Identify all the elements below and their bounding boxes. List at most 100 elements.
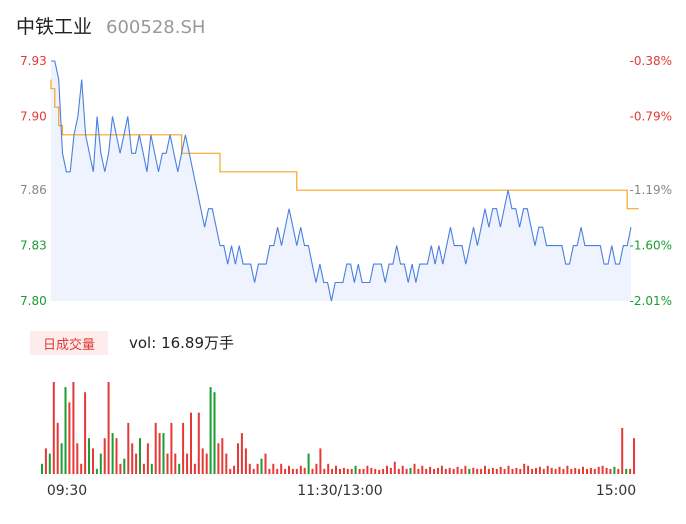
volume-bar bbox=[609, 468, 612, 474]
volume-bar bbox=[633, 438, 635, 474]
volume-bar bbox=[213, 392, 216, 474]
volume-bar bbox=[401, 465, 404, 474]
volume-bar bbox=[48, 453, 51, 474]
volume-bar bbox=[582, 466, 584, 474]
volume-bar bbox=[393, 461, 396, 474]
volume-bar bbox=[480, 468, 483, 474]
volume-bar bbox=[433, 468, 436, 474]
volume-bar bbox=[315, 463, 318, 474]
x-tick-label: 09:30 bbox=[47, 483, 87, 499]
volume-bar bbox=[264, 453, 267, 474]
volume-bar bbox=[601, 465, 604, 474]
volume-bar bbox=[99, 453, 102, 474]
volume-bar bbox=[268, 468, 271, 474]
volume-bar bbox=[374, 468, 377, 474]
volume-bar bbox=[284, 468, 287, 474]
volume-bar bbox=[229, 468, 232, 474]
volume-bar bbox=[197, 412, 200, 474]
volume-bar bbox=[578, 468, 581, 474]
volume-bar bbox=[299, 465, 302, 474]
average-price-line bbox=[50, 79, 639, 210]
volume-bar bbox=[335, 465, 337, 474]
volume-bar bbox=[193, 463, 196, 474]
volume-bar bbox=[425, 468, 428, 474]
volume-bar bbox=[319, 448, 322, 474]
volume-bar bbox=[339, 468, 341, 474]
volume-bar bbox=[476, 468, 479, 474]
volume-bar bbox=[574, 467, 577, 474]
volume-bar bbox=[503, 468, 506, 474]
volume-bar bbox=[354, 465, 357, 474]
volume-bar bbox=[233, 465, 236, 474]
volume-bar bbox=[417, 468, 420, 474]
volume-bar bbox=[546, 465, 549, 474]
volume-bar bbox=[429, 466, 432, 474]
volume-bar bbox=[448, 467, 451, 474]
volume-bar bbox=[256, 463, 259, 474]
volume-bar bbox=[307, 453, 310, 474]
y-tick-left: 7.83 bbox=[20, 239, 47, 253]
volume-bar bbox=[56, 422, 59, 474]
volume-bar bbox=[182, 422, 185, 474]
volume-bar bbox=[170, 422, 173, 474]
volume-bar bbox=[68, 402, 71, 474]
volume-bar bbox=[382, 468, 385, 474]
volume-bar bbox=[464, 465, 467, 474]
volume-bar bbox=[519, 468, 522, 474]
volume-bar bbox=[131, 443, 134, 474]
volume-bar bbox=[472, 467, 475, 474]
volume-prefix: vol: bbox=[129, 334, 157, 352]
volume-bar bbox=[272, 463, 275, 474]
volume-bar bbox=[538, 466, 541, 474]
volume-bar bbox=[119, 463, 122, 474]
volume-bar bbox=[295, 468, 298, 474]
volume-bar bbox=[260, 458, 263, 474]
volume-bar bbox=[499, 466, 502, 474]
volume-bar bbox=[409, 467, 412, 474]
volume-bar bbox=[221, 438, 224, 474]
volume-bar bbox=[613, 466, 616, 474]
volume-bar bbox=[507, 465, 510, 474]
stock-header: 中铁工业 600528.SH bbox=[16, 12, 205, 40]
volume-bar bbox=[550, 467, 553, 474]
volume-tab[interactable]: 日成交量 bbox=[30, 331, 108, 355]
volume-bar bbox=[523, 463, 526, 474]
y-tick-right: -1.60% bbox=[630, 239, 672, 253]
volume-bar bbox=[327, 463, 330, 474]
volume-bar bbox=[362, 468, 365, 474]
y-tick-left: 7.80 bbox=[20, 294, 47, 308]
volume-bar bbox=[288, 465, 290, 474]
volume-bar bbox=[252, 468, 255, 474]
volume-bar bbox=[452, 468, 455, 474]
volume-bar bbox=[201, 448, 204, 474]
volume-bar bbox=[570, 468, 573, 474]
volume-bar bbox=[115, 438, 118, 474]
y-tick-left: 7.93 bbox=[20, 54, 47, 68]
volume-bar bbox=[44, 448, 47, 474]
volume-bar bbox=[52, 382, 55, 474]
volume-bar bbox=[566, 465, 569, 474]
volume-bar bbox=[397, 468, 400, 474]
volume-bar bbox=[621, 428, 624, 474]
volume-value: 16.89万手 bbox=[161, 334, 235, 352]
x-tick-label: 15:00 bbox=[596, 483, 636, 499]
price-area bbox=[51, 61, 631, 301]
volume-bar bbox=[495, 468, 498, 474]
volume-bar bbox=[370, 467, 373, 474]
volume-bar bbox=[92, 448, 94, 474]
volume-bar bbox=[248, 463, 251, 474]
volume-bar bbox=[386, 465, 388, 474]
volume-bar bbox=[154, 422, 157, 474]
volume-bar bbox=[107, 382, 110, 474]
volume-bar bbox=[468, 468, 471, 474]
y-tick-right: -0.38% bbox=[630, 54, 672, 68]
volume-bar bbox=[225, 453, 228, 474]
volume-readout: vol: 16.89万手 bbox=[129, 332, 234, 353]
y-tick-right: -0.79% bbox=[630, 109, 672, 123]
volume-bar bbox=[80, 463, 83, 474]
volume-bar bbox=[554, 468, 557, 474]
volume-bar bbox=[205, 453, 208, 474]
volume-bar bbox=[123, 458, 126, 474]
stock-code: 600528.SH bbox=[106, 17, 206, 38]
